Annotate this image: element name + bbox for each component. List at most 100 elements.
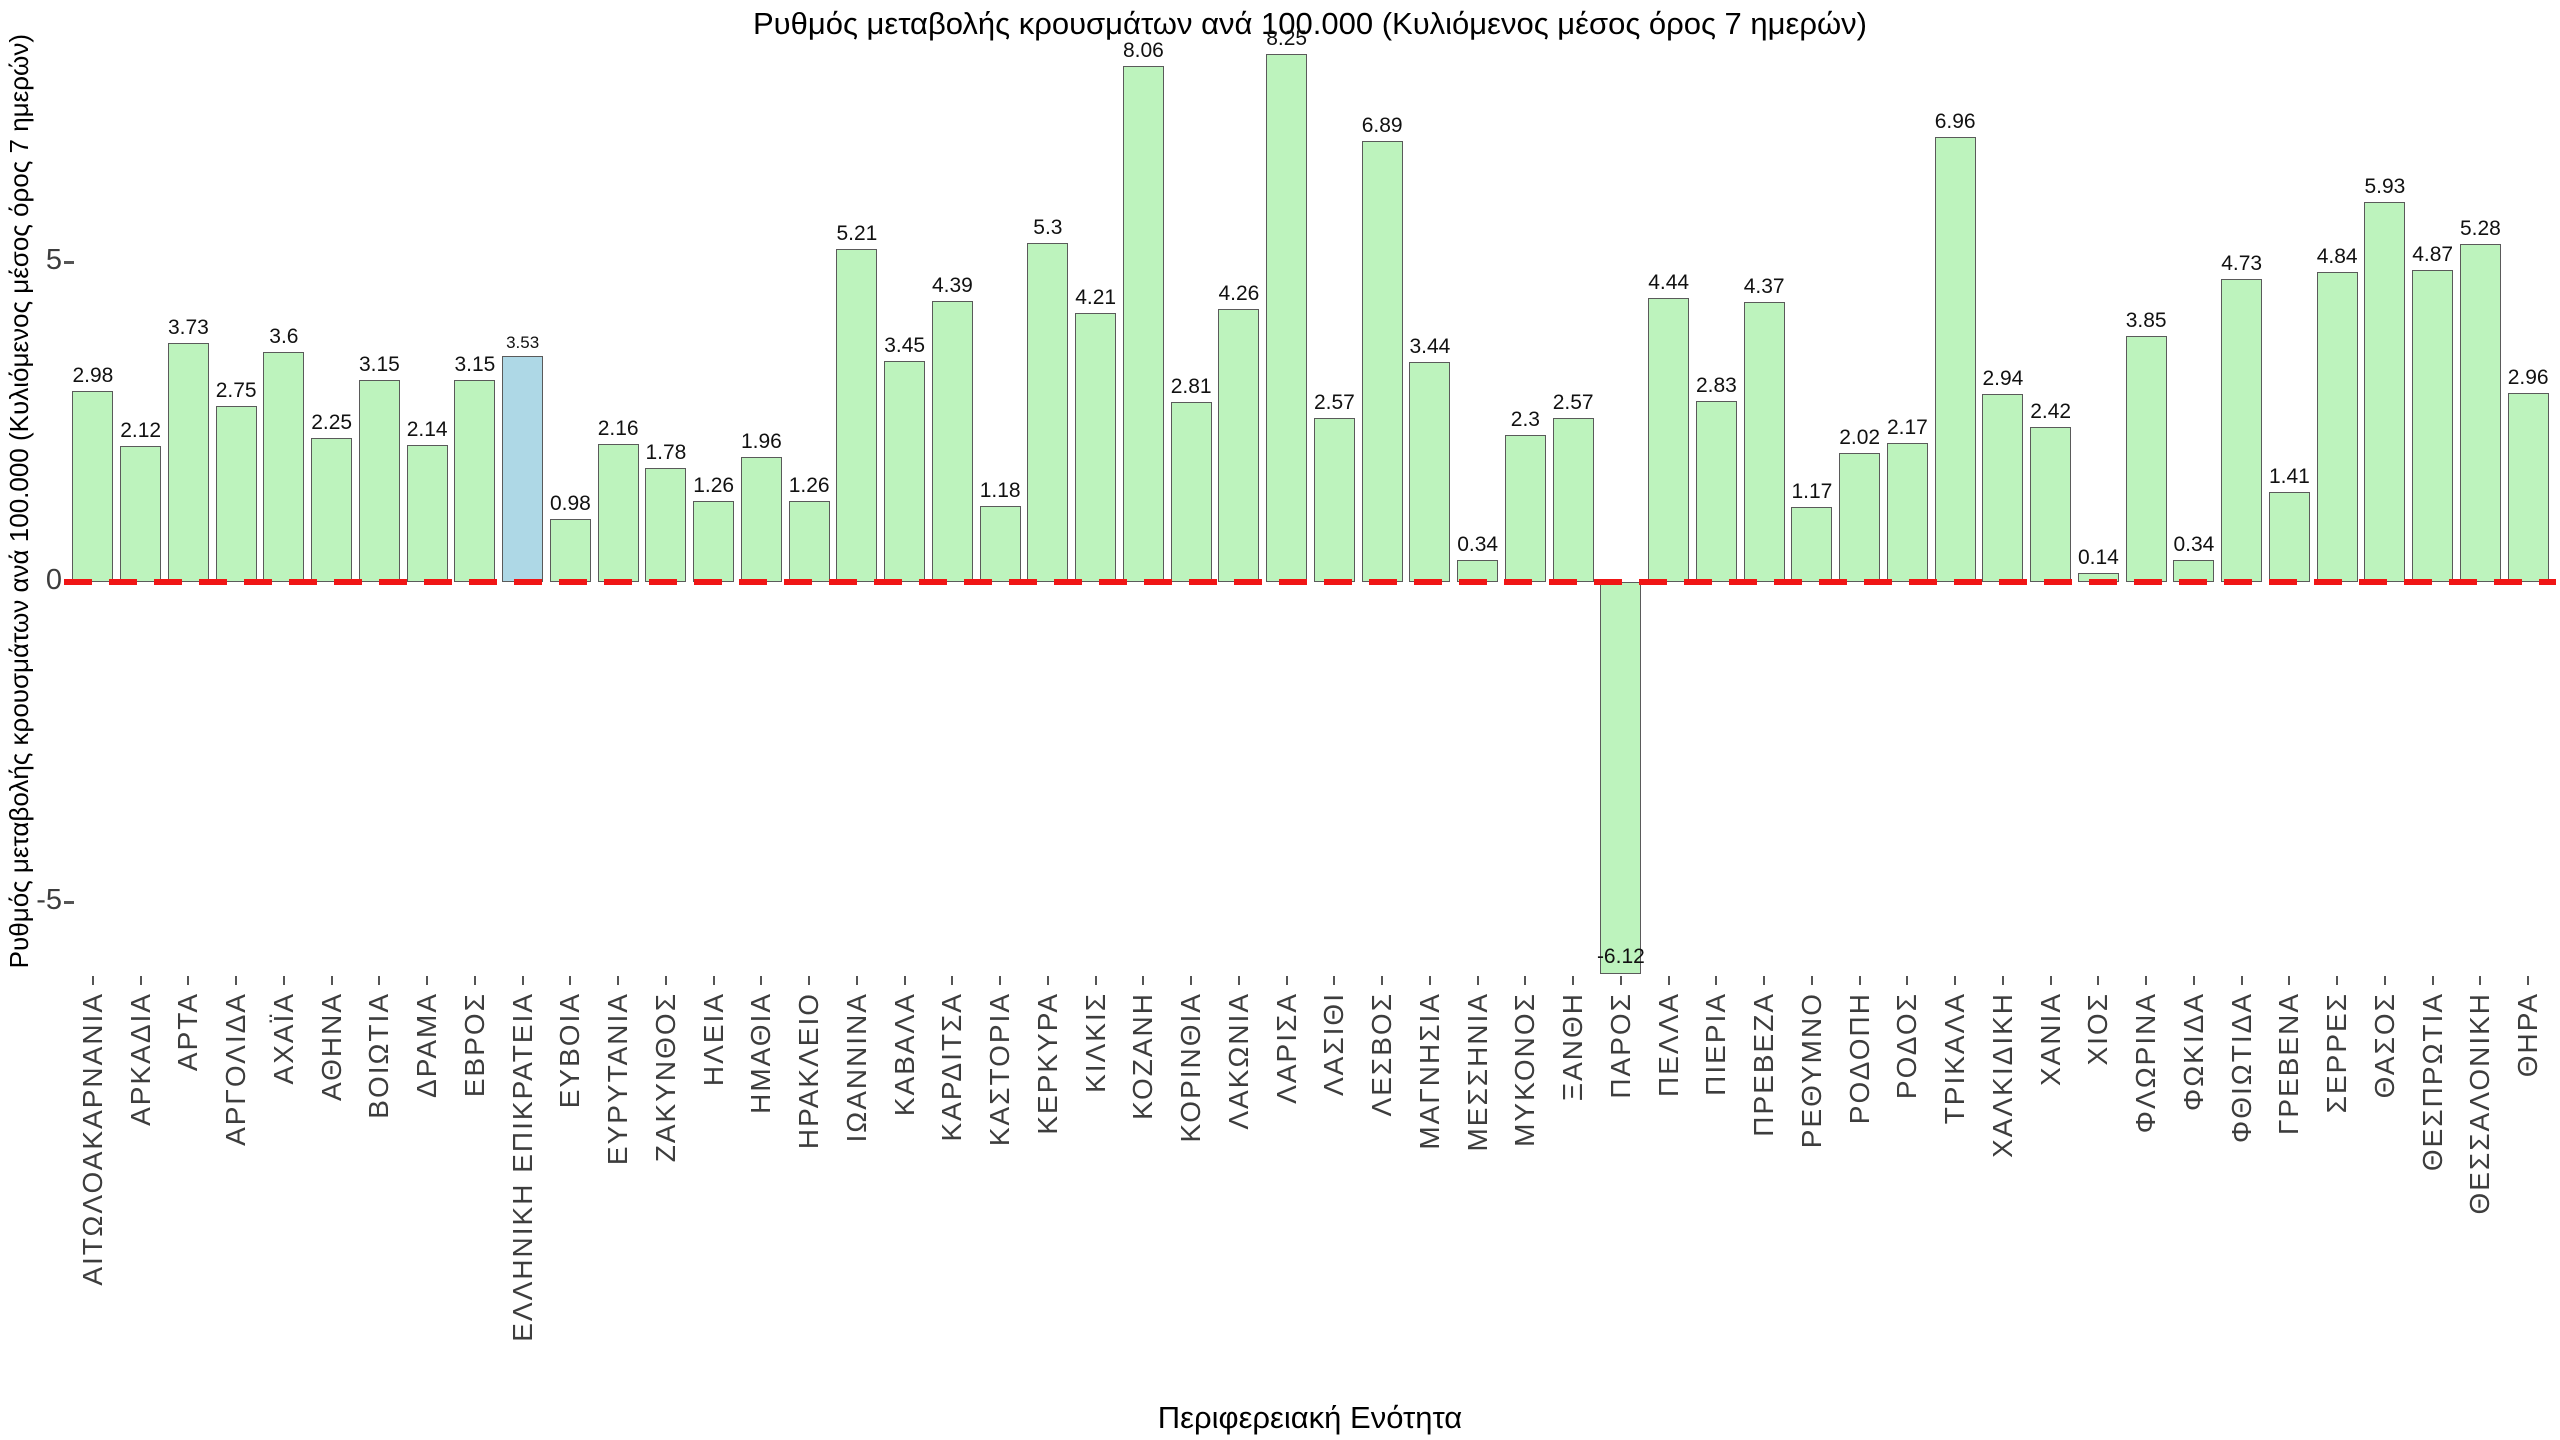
bar [836, 248, 878, 582]
x-tick-label: ΡΕΘΥΜΝΟ [1795, 992, 1827, 1149]
bar [1600, 582, 1642, 974]
x-tick-label: ΤΡΙΚΑΛΑ [1939, 992, 1971, 1125]
bar-value-label: 4.44 [1648, 270, 1690, 294]
x-tick-label: ΑΡΓΟΛΙΔΑ [220, 992, 252, 1146]
x-tick-label: ΑΧΑΪΑ [267, 992, 299, 1085]
bar-value-label: 1.17 [1791, 480, 1833, 504]
x-tick-label: ΞΑΝΘΗ [1557, 992, 1589, 1102]
zero-line [64, 579, 2556, 585]
x-tick-label: ΗΛΕΙΑ [697, 992, 729, 1087]
bar-value-label: 2.81 [1170, 375, 1212, 399]
bar-value-label: 2.17 [1886, 416, 1928, 440]
bar-value-label: 1.78 [645, 441, 687, 465]
bar [884, 361, 926, 582]
x-tick-mark [1333, 976, 1336, 985]
x-tick-mark [855, 976, 858, 985]
bar [2412, 270, 2454, 582]
bar [693, 501, 735, 582]
x-tick-label: ΖΑΚΥΝΘΟΣ [649, 992, 681, 1163]
x-tick-label: ΗΡΑΚΛΕΙΟ [793, 992, 825, 1150]
x-tick-mark [378, 976, 381, 985]
bar-value-label: 1.96 [740, 429, 782, 453]
bar [1791, 507, 1833, 582]
bar [1027, 242, 1069, 582]
x-tick-mark [1381, 976, 1384, 985]
bar-value-label: 5.93 [2364, 175, 2406, 199]
bar-value-label: 3.73 [167, 316, 209, 340]
bar [1122, 66, 1164, 582]
bar [1170, 402, 1212, 582]
bar [1075, 312, 1117, 582]
bar-value-label: 1.26 [788, 474, 830, 498]
x-tick-mark [187, 976, 190, 985]
bar [2030, 427, 2072, 582]
bar-value-label: 0.98 [549, 492, 591, 516]
bar-value-label: 3.15 [454, 353, 496, 377]
bar-value-label: 2.94 [1982, 366, 2024, 390]
bar-value-label: 2.02 [1839, 425, 1881, 449]
bar [454, 380, 496, 582]
bar [120, 446, 162, 582]
bar-value-label: 2.83 [1695, 373, 1737, 397]
x-tick-mark [1906, 976, 1909, 985]
x-tick-label: ΛΑΡΙΣΑ [1270, 992, 1302, 1104]
bar [1218, 309, 1260, 582]
bar-value-label: 4.87 [2412, 243, 2454, 267]
bar [72, 391, 114, 582]
x-tick-label: ΘΕΣΠΡΩΤΙΑ [2416, 992, 2448, 1172]
x-tick-mark [2527, 976, 2530, 985]
bar [167, 343, 209, 582]
x-tick-label: ΚΑΡΔΙΤΣΑ [936, 992, 968, 1142]
x-tick-mark [664, 976, 667, 985]
x-tick-mark [999, 976, 1002, 985]
bar [406, 445, 448, 582]
bar-value-label: 2.96 [2507, 365, 2549, 389]
x-tick-label: ΚΟΖΑΝΗ [1127, 992, 1159, 1120]
x-tick-label: ΚΑΣΤΟΡΙΑ [984, 992, 1016, 1147]
x-tick-label: ΑΙΤΩΛΟΑΚΑΡΝΑΝΙΑ [76, 992, 108, 1286]
bar-value-label: 2.57 [1313, 390, 1355, 414]
chart-title: Ρυθμός μεταβολής κρουσμάτων ανά 100.000 … [753, 6, 1867, 41]
x-tick-mark [1715, 976, 1718, 985]
bar [1361, 141, 1403, 582]
y-tick-mark [64, 260, 74, 264]
bar-value-label: 2.42 [2030, 400, 2072, 424]
x-tick-label: ΡΟΔΟΣ [1891, 992, 1923, 1100]
x-tick-mark [2001, 976, 2004, 985]
x-tick-label: ΠΑΡΟΣ [1604, 992, 1636, 1099]
x-tick-label: ΕΥΡΥΤΑΝΙΑ [602, 992, 634, 1166]
x-tick-label: ΣΕΡΡΕΣ [2321, 992, 2353, 1114]
x-tick-label: ΚΙΛΚΙΣ [1079, 992, 1111, 1093]
x-tick-mark [1524, 976, 1527, 985]
x-tick-label: ΧΑΝΙΑ [2034, 992, 2066, 1087]
x-tick-mark [1476, 976, 1479, 985]
x-tick-label: ΜΕΣΣΗΝΙΑ [1461, 992, 1493, 1152]
x-tick-mark [1142, 976, 1145, 985]
bar [215, 406, 257, 582]
x-tick-mark [951, 976, 954, 985]
bar [1743, 302, 1785, 582]
x-tick-label: ΚΟΡΙΝΘΙΑ [1175, 992, 1207, 1143]
bar [2364, 202, 2406, 582]
bar-value-label: 4.26 [1218, 282, 1260, 306]
x-tick-label: ΑΡΤΑ [172, 992, 204, 1072]
bar [2507, 392, 2549, 582]
bar [1982, 393, 2024, 582]
x-tick-mark [282, 976, 285, 985]
x-tick-mark [2479, 976, 2482, 985]
bar-value-label: 2.3 [1510, 407, 1540, 431]
bar-value-label: -6.12 [1596, 944, 1645, 968]
bar-value-label: 8.06 [1122, 39, 1164, 63]
bar-value-label: 1.18 [979, 479, 1021, 503]
x-tick-mark [1858, 976, 1861, 985]
x-tick-label: ΠΡΕΒΕΖΑ [1748, 992, 1780, 1137]
x-tick-mark [330, 976, 333, 985]
x-tick-label: ΧΙΟΣ [2082, 992, 2114, 1066]
x-tick-label: ΚΑΒΑΛΑ [888, 992, 920, 1117]
x-tick-label: ΡΟΔΟΠΗ [1843, 992, 1875, 1125]
x-tick-mark [2336, 976, 2339, 985]
bar-value-label: 2.14 [406, 418, 448, 442]
x-tick-mark [1572, 976, 1575, 985]
bar-value-label: 4.73 [2221, 252, 2263, 276]
